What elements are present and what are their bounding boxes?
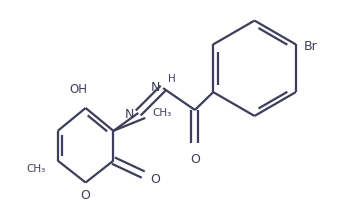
Text: O: O xyxy=(150,173,160,186)
Text: CH₃: CH₃ xyxy=(152,108,171,118)
Text: N: N xyxy=(125,108,134,121)
Text: N: N xyxy=(151,81,160,94)
Text: O: O xyxy=(190,153,200,166)
Text: Br: Br xyxy=(304,40,318,53)
Text: CH₃: CH₃ xyxy=(26,164,46,174)
Text: OH: OH xyxy=(70,83,88,96)
Text: H: H xyxy=(168,74,176,84)
Text: O: O xyxy=(81,189,91,203)
